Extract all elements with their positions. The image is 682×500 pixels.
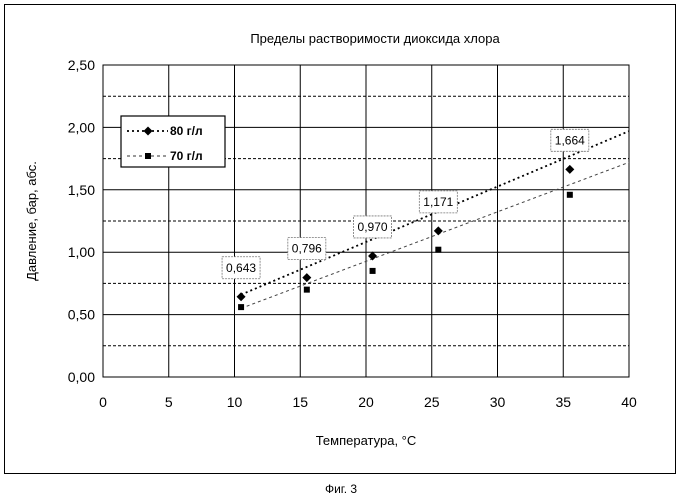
x-axis-ticks: 0 5 10 15 20 25 30 35 40 bbox=[99, 394, 637, 410]
x-tick-label: 40 bbox=[621, 394, 637, 410]
data-point-diamond bbox=[302, 273, 312, 283]
data-point-square bbox=[435, 246, 442, 253]
data-points bbox=[236, 164, 575, 311]
data-label: 0,796 bbox=[292, 242, 322, 256]
data-point-diamond bbox=[368, 251, 378, 261]
legend-label-80: 80 г/л bbox=[170, 124, 203, 138]
data-label: 1,171 bbox=[423, 195, 453, 209]
data-label: 1,664 bbox=[555, 133, 585, 147]
y-tick-label: 2,50 bbox=[68, 57, 95, 73]
x-tick-label: 5 bbox=[165, 394, 173, 410]
data-point-diamond bbox=[565, 164, 575, 174]
data-point-square bbox=[303, 286, 310, 293]
data-label-box bbox=[418, 190, 458, 214]
y-tick-label: 0,00 bbox=[68, 369, 95, 385]
x-axis-title: Температура, °С bbox=[316, 433, 417, 448]
data-point-square bbox=[369, 267, 376, 274]
x-tick-label: 15 bbox=[292, 394, 308, 410]
data-label-box bbox=[550, 128, 590, 152]
data-label-box bbox=[287, 237, 327, 261]
figure-caption: Фиг. 3 bbox=[324, 482, 358, 496]
x-tick-label: 30 bbox=[490, 394, 506, 410]
y-tick-label: 2,00 bbox=[68, 119, 95, 135]
y-tick-label: 1,50 bbox=[68, 182, 95, 198]
data-point-diamond bbox=[236, 292, 246, 302]
x-tick-label: 10 bbox=[227, 394, 243, 410]
x-tick-label: 25 bbox=[424, 394, 440, 410]
x-tick-label: 35 bbox=[555, 394, 571, 410]
legend-marker-diamond bbox=[143, 126, 153, 136]
legend-box bbox=[120, 115, 226, 168]
y-tick-label: 0,50 bbox=[68, 307, 95, 323]
data-point-square bbox=[238, 304, 245, 311]
data-labels: 0,643 0,796 0,970 1,171 1,664 bbox=[221, 128, 590, 280]
grid bbox=[103, 65, 629, 377]
y-axis-ticks: 0,00 0,50 1,00 1,50 2,00 2,50 bbox=[68, 57, 95, 385]
legend: 80 г/л 70 г/л bbox=[120, 115, 226, 168]
chart-title: Пределы растворимости диоксида хлора bbox=[250, 31, 500, 46]
legend-label-70: 70 г/л bbox=[170, 149, 203, 163]
x-tick-label: 0 bbox=[99, 394, 107, 410]
data-point-diamond bbox=[433, 226, 443, 236]
chart: Пределы растворимости диоксида хлора 0,6… bbox=[24, 31, 637, 448]
legend-marker-square bbox=[145, 153, 151, 159]
data-label-box bbox=[353, 215, 392, 239]
chart-frame bbox=[4, 4, 676, 474]
data-label: 0,643 bbox=[226, 261, 256, 275]
x-tick-label: 20 bbox=[358, 394, 374, 410]
data-label-box bbox=[221, 256, 261, 280]
data-label: 0,970 bbox=[358, 220, 388, 234]
y-tick-label: 1,00 bbox=[68, 244, 95, 260]
y-axis-title: Давление, бар, абс. bbox=[24, 161, 39, 281]
data-point-square bbox=[566, 191, 573, 198]
